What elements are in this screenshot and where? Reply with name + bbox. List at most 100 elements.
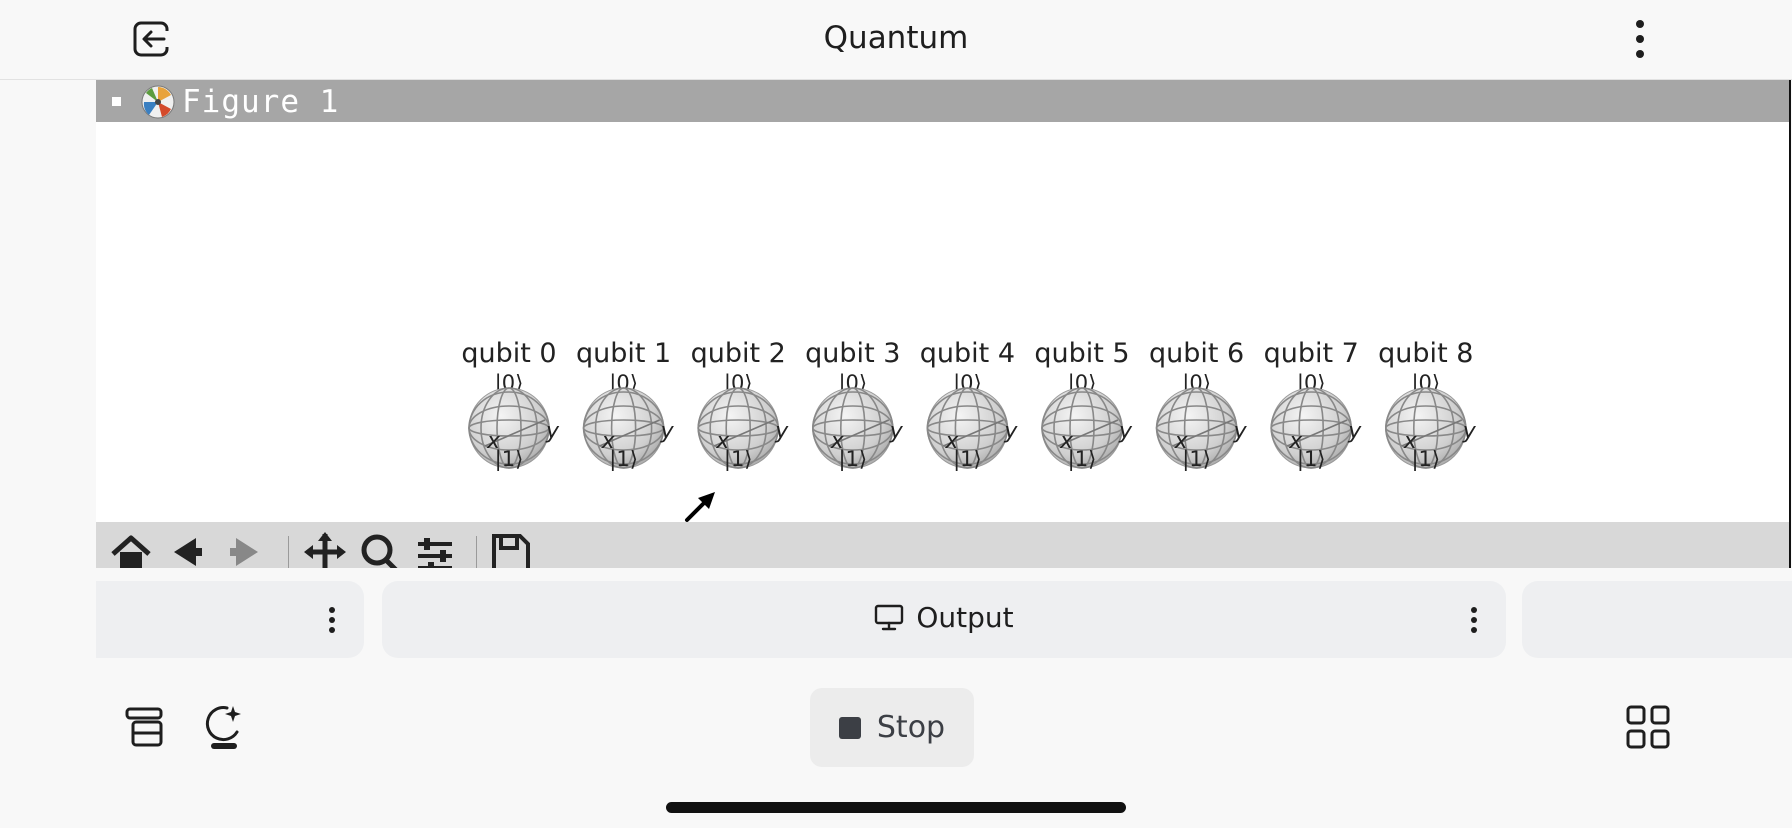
exit-button[interactable] [128,16,174,62]
axis-label-y: y [660,419,675,444]
state-label-bottom: |1⟩ [953,447,982,472]
qubit-label: qubit 5 [1034,338,1129,369]
sphere-meridian [839,387,866,469]
sphere-meridian [496,387,522,469]
grid-icon [1626,705,1670,749]
bloch-sphere: qubit 1|0⟩x y|1⟩ [576,338,675,472]
axis-label-y: y [1233,419,1248,444]
stop-icon [838,716,861,739]
figure-toolbar [96,522,1789,568]
bloch-spheres-plot: qubit 0|0⟩x y|1⟩qubit 1|0⟩x y|1⟩qubit 2|0⟩… [461,338,1477,472]
output-tab-label: Output [916,601,1014,634]
sphere-meridian [1183,387,1210,469]
axis-label-x: x [1174,429,1189,454]
matplotlib-logo-icon [141,85,175,119]
tab-next[interactable] [1522,581,1792,658]
tab-options-button[interactable] [320,600,344,640]
page-title: Quantum [823,20,969,56]
toolbar-separator [288,536,289,568]
home-indicator [666,802,1126,813]
stop-button[interactable]: Stop [810,688,974,767]
qubit-label: qubit 8 [1378,338,1473,369]
sphere-meridian [610,387,637,469]
axis-label-y: y [545,419,560,444]
axis-label-x: x [486,429,501,454]
sphere-axis [713,419,775,447]
sphere-meridian [1413,387,1439,469]
axis-label-x: x [1288,429,1303,454]
pan-icon[interactable] [302,532,348,568]
bloch-sphere: qubit 2|0⟩x y|1⟩ [691,338,790,472]
state-label-bottom: |1⟩ [724,447,753,472]
configure-subplots-icon[interactable] [414,532,456,568]
axis-label-y: y [1118,419,1133,444]
bloch-sphere: qubit 0|0⟩x y|1⟩ [461,338,560,472]
sphere-axis [1286,419,1348,447]
monitor-icon [875,604,904,630]
sphere-meridian [1298,387,1324,469]
stack-button[interactable] [120,702,168,752]
state-label-bottom: |1⟩ [1411,447,1440,472]
axis-label-y: y [1462,419,1477,444]
output-tab-label-group: Output [382,601,1506,634]
qubit-label: qubit 1 [576,338,671,369]
tab-options-button[interactable] [1462,600,1486,640]
figure-titlebar: Figure 1 [96,80,1789,122]
qubit-label: qubit 4 [920,338,1015,369]
figure-window: Figure 1 qubit 0 |0⟩ x y |1⟩ qubit 1 |0⟩ x y |1⟩ q… [96,80,1791,568]
home-icon[interactable] [110,532,152,568]
axis-label-y: y [1003,419,1018,444]
plot-canvas[interactable]: qubit 0 |0⟩ x y |1⟩ qubit 1 |0⟩ x y |1⟩ qubit 2 |0⟩… [96,122,1789,522]
qubit-label: qubit 7 [1264,338,1359,369]
state-label-bottom: |1⟩ [838,447,867,472]
axis-label-x: x [1403,429,1418,454]
zoom-icon[interactable] [358,532,400,568]
axis-label-x: x [830,429,845,454]
more-vertical-icon [1636,20,1644,58]
sphere-meridian [725,387,752,469]
sphere-axis [1401,419,1463,447]
top-app-bar: Quantum [0,0,1792,80]
sphere-meridian [1069,387,1095,469]
state-label-bottom: |1⟩ [1297,447,1326,472]
axis-label-x: x [601,429,616,454]
qubit-label: qubit 3 [805,338,900,369]
more-vertical-icon [329,607,335,633]
stop-button-label: Stop [876,710,946,745]
toolbar-separator [476,536,477,568]
window-menu-button[interactable] [112,97,121,106]
axis-label-x: x [715,429,730,454]
grid-view-button[interactable] [1624,702,1672,752]
back-arrow-icon[interactable] [166,532,208,568]
exit-icon [133,21,170,57]
state-label-bottom: |1⟩ [495,447,524,472]
sphere-axis [1057,419,1119,447]
tab-previous[interactable] [96,581,364,658]
more-vertical-icon [1471,607,1477,633]
cursor-arrow-icon [685,492,715,522]
axis-label-x: x [1059,429,1074,454]
bloch-sphere: qubit 5|0⟩x y|1⟩ [1034,338,1133,472]
ai-assistant-icon [205,706,241,749]
axis-label-y: y [1347,419,1362,444]
forward-arrow-icon[interactable] [224,532,266,568]
save-icon[interactable] [490,532,532,568]
tab-output[interactable]: Output [382,581,1506,658]
qubit-label: qubit 2 [691,338,786,369]
state-label-bottom: |1⟩ [609,447,638,472]
bloch-sphere: qubit 3|0⟩x y|1⟩ [805,338,904,472]
sphere-axis [599,419,660,447]
bloch-sphere: qubit 6|0⟩x y|1⟩ [1149,338,1248,472]
ai-assistant-button[interactable] [200,702,248,752]
bloch-sphere: qubit 7|0⟩x y|1⟩ [1264,338,1363,472]
sphere-meridian [954,387,981,469]
figure-title: Figure 1 [182,84,340,120]
state-label-bottom: |1⟩ [1182,447,1211,472]
axis-label-y: y [889,419,904,444]
qubit-label: qubit 0 [461,338,556,369]
axis-label-x: x [944,429,959,454]
state-label-bottom: |1⟩ [1068,447,1097,472]
more-options-button[interactable] [1620,16,1660,62]
sphere-axis [828,419,890,447]
sphere-axis [484,419,546,447]
